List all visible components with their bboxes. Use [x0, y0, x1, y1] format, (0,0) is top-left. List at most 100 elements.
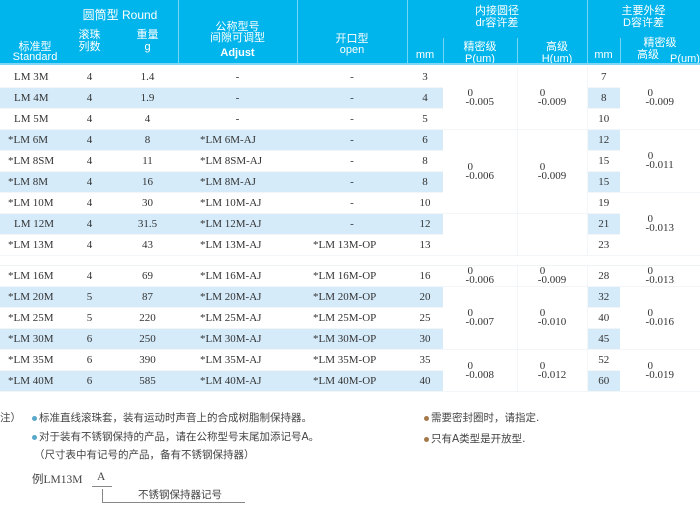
notes-label: 注） [0, 412, 21, 424]
cell-standard: *LM 30M [0, 328, 62, 350]
example-prefix: 例LM13M [32, 474, 83, 486]
tolerance-value: 0 -0.006 [466, 160, 494, 181]
tolerance-value: 0 -0.006 [466, 265, 494, 286]
cell-standard: *LM 13M [0, 234, 62, 256]
tolerance-value: 0 -0.009 [537, 161, 567, 182]
cell-D-mm: 45 [587, 328, 620, 350]
cell-standard: *LM 8SM [0, 150, 62, 172]
cell-dr-p-tolerance: 0 -0.008 [443, 349, 518, 392]
cell-ball-rows: 4 [62, 67, 117, 88]
cell-dr-mm: 8 [407, 171, 443, 193]
tolerance-upper: 0 [467, 87, 474, 99]
table-row: *LM 6M 4 8 *LM 6M-AJ -6 0 -0.006 0 -0.009 12 0 -0.0… [0, 129, 700, 214]
note-5: 只有A类型是开放型. [424, 431, 526, 446]
header-D-mm: mm [594, 49, 613, 61]
tolerance-lower: -0.007 [465, 316, 494, 328]
cell-weight: 220 [117, 307, 178, 329]
cell-ball-rows: 6 [62, 328, 117, 350]
cell-dr-p-tolerance: 0 -0.006 [443, 265, 518, 287]
tolerance-lower: -0.009 [537, 169, 567, 182]
cell-dr-mm: 35 [407, 349, 443, 371]
cell-open: *LM 25M-OP [297, 307, 407, 329]
tolerance-value: 0 -0.011 [645, 151, 674, 171]
tolerance-upper: 0 [467, 307, 474, 319]
header-divider [620, 38, 621, 63]
spacer-cell [297, 255, 407, 266]
header-rows-2: 列数 [78, 41, 101, 53]
note-2: 对于装有不锈钢保持的产品，请在公称型号末尾加添记号A。 [32, 429, 319, 444]
cell-open: *LM 20M-OP [297, 286, 407, 308]
cell-ball-rows: 4 [62, 265, 117, 287]
tolerance-value: 0 -0.008 [465, 360, 494, 381]
cell-ball-rows: 4 [62, 150, 117, 172]
tolerance-lower: -0.012 [537, 368, 567, 381]
header-D-1: 主要外经 [621, 5, 666, 17]
cell-D-mm: 10 [587, 108, 620, 130]
cell-adjust: - [178, 67, 297, 88]
cell-adjust: - [178, 108, 297, 130]
tolerance-lower: -0.008 [465, 368, 494, 381]
table-row: *LM 40M 6 585 *LM 40M-AJ *LM 40M-OP 40 60 [0, 370, 700, 392]
cell-open: - [297, 192, 407, 214]
cell-ball-rows: 6 [62, 349, 117, 371]
spacer-cell [407, 255, 443, 266]
cell-standard: LM 5M [0, 108, 62, 130]
table-row: *LM 8SM 4 11 *LM 8SM-AJ -8 15 [0, 150, 700, 172]
cell-dr-mm: 8 [407, 150, 443, 172]
tolerance-upper: 0 [467, 265, 474, 277]
cell-dr-mm: 12 [407, 213, 443, 235]
cell-dr-mm: 40 [407, 370, 443, 392]
cell-dr-p-tolerance: 0 -0.007 [443, 286, 518, 350]
tolerance-lower: -0.005 [465, 96, 494, 108]
tolerance-value: 0 -0.013 [646, 266, 674, 286]
header-D-2: D容许差 [623, 17, 664, 29]
cell-ball-rows: 4 [62, 87, 117, 109]
header-open-cn: 开口型 [335, 33, 369, 45]
cell-weight: 585 [117, 370, 178, 392]
tolerance-upper: 0 [539, 307, 546, 319]
cell-dr-mm: 30 [407, 328, 443, 350]
tolerance-value: 0 -0.013 [646, 214, 674, 234]
cell-open: *LM 30M-OP [297, 328, 407, 350]
header-open-en: open [339, 44, 365, 56]
header-D-p-2: 高级 [637, 49, 659, 61]
cell-D-p-tolerance: 0 -0.019 [620, 349, 700, 392]
note-4-text: 需要密封圈时，请指定. [431, 412, 540, 424]
cell-weight: 11 [117, 150, 178, 172]
cell-standard: *LM 40M [0, 370, 62, 392]
tolerance-lower: -0.019 [645, 368, 674, 381]
header-divider [178, 0, 179, 63]
tolerance-value: 0 -0.009 [646, 88, 674, 108]
cell-weight: 8 [117, 129, 178, 151]
cell-adjust: *LM 8SM-AJ [178, 150, 297, 172]
tolerance-value: 0 -0.010 [538, 307, 566, 328]
cell-D-mm: 15 [587, 171, 620, 193]
note-3: （尺寸表中有记号的产品，备有不锈钢保持器） [34, 449, 255, 461]
cell-D-mm: 23 [587, 234, 620, 256]
table-header: 圆筒型 Round 标准型 Standard 滚珠 列数 重量 g 公称型号 间… [0, 0, 700, 65]
cell-adjust: - [178, 87, 297, 109]
cell-adjust: *LM 35M-AJ [178, 349, 297, 371]
cell-open: *LM 40M-OP [297, 370, 407, 392]
tolerance-upper: 0 [539, 359, 546, 372]
cell-dr-h-tolerance: 0 -0.010 [517, 286, 588, 350]
header-underline [0, 63, 700, 65]
tolerance-upper: 0 [467, 160, 474, 173]
cell-dr-mm: 3 [407, 67, 443, 88]
tolerance-upper: 0 [647, 359, 654, 372]
cell-adjust: *LM 20M-AJ [178, 286, 297, 308]
cell-dr-mm: 4 [407, 87, 443, 109]
bullet-icon [424, 436, 429, 442]
example-underline [92, 486, 112, 487]
table-row: *LM 10M 4 30 *LM 10M-AJ -10 19 0 -0.013 [0, 192, 700, 256]
cell-dr-p-tolerance: 0 -0.005 [443, 67, 518, 130]
header-divider [587, 0, 588, 63]
tolerance-lower: -0.011 [645, 159, 674, 171]
header-standard-en: Standard [12, 51, 58, 63]
cell-weight: 4 [117, 108, 178, 130]
cell-weight: 1.9 [117, 87, 178, 109]
example-bracket [102, 489, 245, 503]
cell-standard: LM 4M [0, 87, 62, 109]
cell-dr-mm: 25 [407, 307, 443, 329]
cell-standard: *LM 20M [0, 286, 62, 308]
